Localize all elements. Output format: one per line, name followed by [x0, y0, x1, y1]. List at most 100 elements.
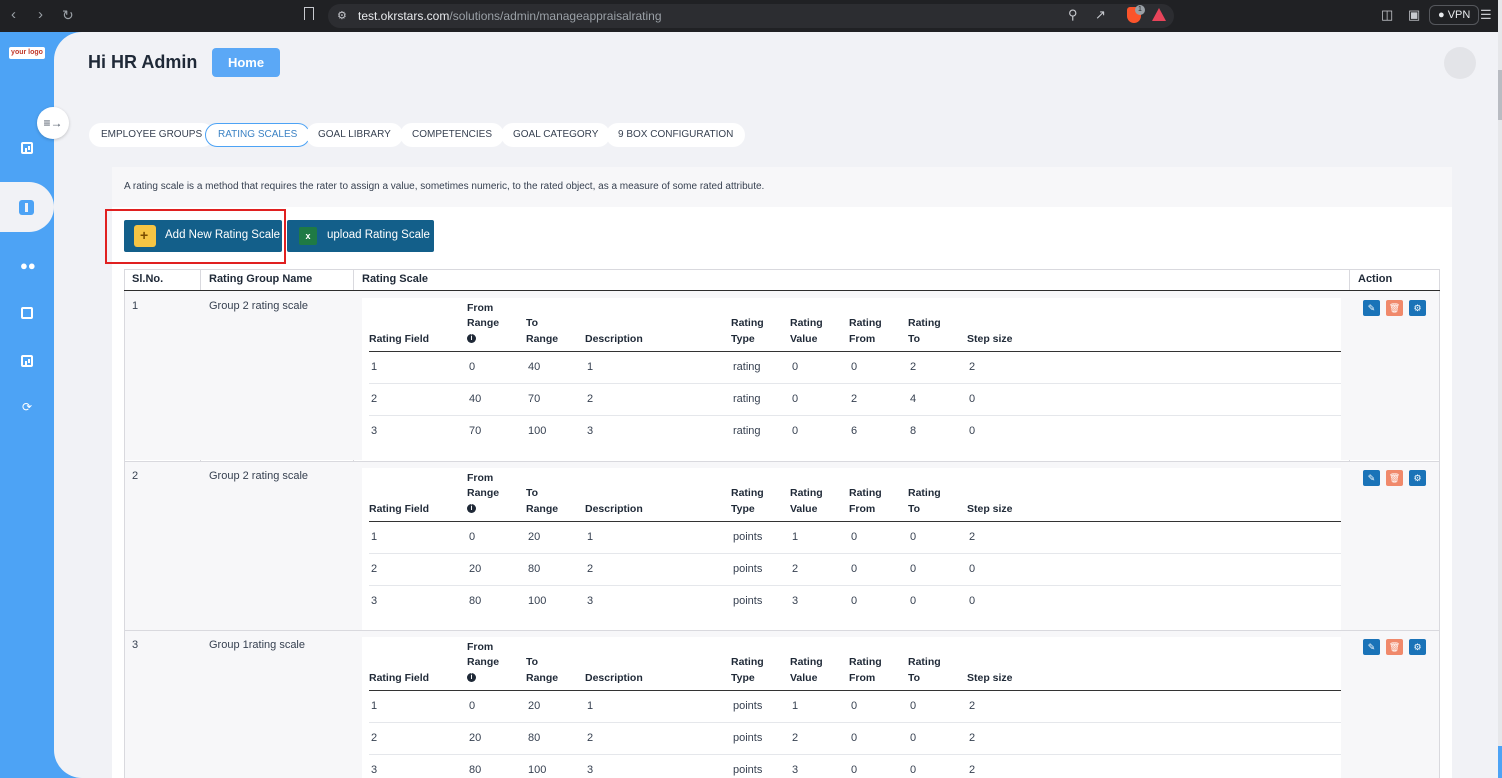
inner-header-text: To Range: [526, 487, 559, 515]
add-star-icon: [134, 225, 156, 247]
settings-button[interactable]: ⚙: [1409, 639, 1426, 655]
inner-header-type: Rating Type: [731, 655, 801, 686]
inner-row-divider: [369, 415, 1341, 416]
bookmark-icon[interactable]: [304, 7, 314, 20]
inner-header-text: From Range: [467, 640, 500, 669]
rewards-icon[interactable]: [1152, 8, 1166, 21]
home-button[interactable]: Home: [212, 48, 280, 77]
edit-button[interactable]: ✎: [1363, 300, 1380, 316]
inner-cell: 1: [587, 361, 594, 373]
inner-cell: 2: [969, 764, 976, 776]
add-new-rating-scale-button[interactable]: Add New Rating Scale: [124, 220, 282, 252]
inner-header-text: Rating From: [849, 656, 882, 684]
reports-icon[interactable]: [21, 355, 33, 367]
inner-cell: 0: [851, 361, 858, 373]
inner-cell: 0: [851, 764, 858, 776]
inner-header-text: From Range: [467, 301, 500, 330]
inner-cell: 0: [910, 595, 917, 607]
scrollbar-thumb[interactable]: [1498, 70, 1502, 120]
key-icon[interactable]: ⚲: [1068, 7, 1078, 22]
upload-rating-scale-button[interactable]: x upload Rating Scale: [287, 220, 434, 252]
inner-header-divider: [369, 521, 1341, 522]
inner-header-from_range: From Range i: [467, 301, 537, 348]
back-icon[interactable]: ‹: [11, 6, 16, 23]
avatar[interactable]: [1444, 47, 1476, 79]
inner-header-text: To Range: [526, 317, 559, 345]
info-icon[interactable]: i: [467, 334, 476, 344]
tab-competencies[interactable]: COMPETENCIES: [400, 123, 505, 147]
inner-cell: 0: [969, 393, 976, 405]
delete-button[interactable]: 🗑: [1386, 300, 1403, 316]
inner-cell: 2: [969, 700, 976, 712]
site-settings-icon[interactable]: ⚙: [337, 10, 347, 22]
dashboard-icon[interactable]: [21, 142, 33, 154]
inner-cell: 100: [528, 595, 547, 607]
url-text: test.okrstars.com/solutions/admin/manage…: [358, 9, 662, 23]
upload-label: upload Rating Scale: [327, 229, 430, 241]
inner-header-text: Rating Type: [731, 317, 764, 345]
inner-cell: 0: [851, 595, 858, 607]
vpn-button[interactable]: ● VPN: [1429, 5, 1480, 25]
inner-header-text: Rating Type: [731, 656, 764, 684]
inner-cell: 0: [792, 361, 799, 373]
inner-header-step: Step size: [967, 671, 1037, 687]
delete-button[interactable]: 🗑: [1386, 470, 1403, 486]
inner-row-divider: [369, 383, 1341, 384]
tab-rating-scales[interactable]: RATING SCALES: [205, 123, 311, 147]
delete-button[interactable]: 🗑: [1386, 639, 1403, 655]
inner-cell: 2: [587, 563, 594, 575]
excel-icon: x: [299, 227, 317, 245]
info-icon[interactable]: i: [467, 504, 476, 514]
sidebar-collapse-button[interactable]: ≡→: [37, 107, 69, 139]
inner-header-text: Rating Type: [731, 487, 764, 515]
settings-button[interactable]: ⚙: [1409, 470, 1426, 486]
browser-toolbar: ‹ › ↻ ⚙ test.okrstars.com/solutions/admi…: [0, 0, 1502, 32]
forward-icon[interactable]: ›: [38, 6, 43, 23]
inner-header-divider: [369, 351, 1341, 352]
inner-cell: 2: [587, 732, 594, 744]
inner-cell: 3: [587, 764, 594, 776]
settings-button[interactable]: ⚙: [1409, 300, 1426, 316]
inner-cell: 0: [469, 700, 476, 712]
inner-header-to_range: To Range: [526, 316, 596, 347]
tab-employee-groups[interactable]: EMPLOYEE GROUPS: [89, 123, 215, 147]
group-name: Group 2 rating scale: [209, 470, 309, 482]
inner-header-value: Rating Value: [790, 655, 860, 686]
inner-cell: 0: [969, 595, 976, 607]
inner-cell: 70: [528, 393, 541, 405]
sidebar-item-active[interactable]: [0, 182, 54, 232]
tab-goal-library[interactable]: GOAL LIBRARY: [306, 123, 403, 147]
scrollbar-track[interactable]: [1498, 0, 1502, 746]
inner-cell: rating: [733, 361, 761, 373]
inner-header-description: Description: [585, 332, 655, 348]
reload-icon[interactable]: ↻: [62, 7, 74, 23]
sidebar-toggle-icon[interactable]: ◫: [1381, 7, 1394, 22]
inner-header-text: Step size: [967, 502, 1013, 515]
inner-header-field: Rating Field: [369, 332, 439, 348]
menu-icon[interactable]: ☰: [1480, 7, 1492, 22]
inner-cell: 2: [371, 563, 378, 575]
group-name: Group 1rating scale: [209, 639, 305, 651]
header-group-name: Rating Group Name: [209, 273, 313, 285]
edit-button[interactable]: ✎: [1363, 470, 1380, 486]
inner-header-field: Rating Field: [369, 671, 439, 687]
rating-scale-inner-table: [362, 468, 1341, 630]
inner-cell: 2: [969, 531, 976, 543]
inner-header-to: Rating To: [908, 655, 978, 686]
users-icon[interactable]: ●●: [20, 258, 36, 273]
edit-button[interactable]: ✎: [1363, 639, 1380, 655]
tab-9-box-configuration[interactable]: 9 BOX CONFIGURATION: [606, 123, 746, 147]
inner-cell: 2: [910, 361, 917, 373]
settings-sync-icon[interactable]: ⟳: [21, 400, 33, 414]
address-bar[interactable]: [328, 4, 1174, 28]
inner-cell: 2: [792, 732, 799, 744]
inner-cell: points: [733, 595, 763, 607]
book-icon[interactable]: [21, 307, 33, 319]
inner-header-text: Rating Value: [790, 487, 823, 515]
company-logo: your logo: [9, 47, 45, 59]
share-icon[interactable]: ↗: [1095, 7, 1106, 22]
info-icon[interactable]: i: [467, 673, 476, 683]
shield-badge: 1: [1135, 5, 1145, 15]
tab-goal-category[interactable]: GOAL CATEGORY: [501, 123, 611, 147]
wallet-icon[interactable]: ▣: [1408, 7, 1421, 22]
